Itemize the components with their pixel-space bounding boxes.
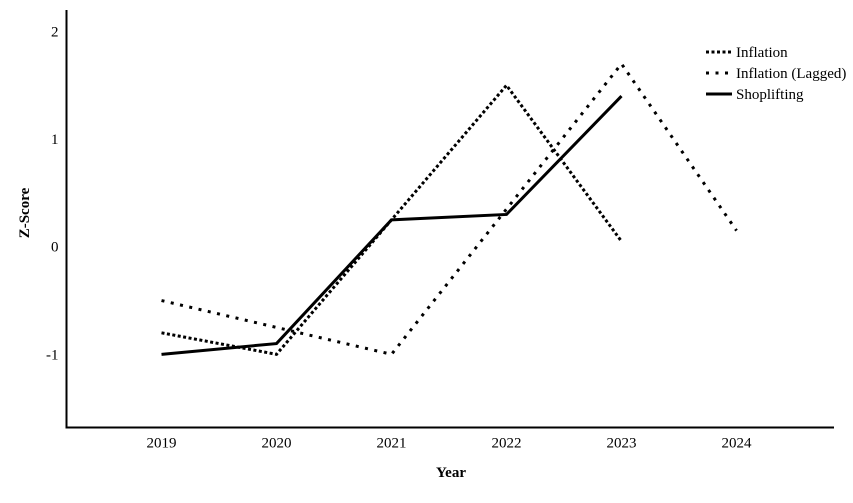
chart-plot-area: -1 0 1 2 2019 2020 2021 2022 2023 2024 Inflation In… [46, 10, 846, 452]
legend-label: Shoplifting [736, 87, 804, 103]
x-axis-title: Year [436, 465, 466, 481]
legend-label: Inflation (Lagged) [736, 66, 846, 82]
x-tick-label: 2023 [607, 436, 637, 452]
x-tick-label: 2024 [722, 436, 753, 452]
legend-label: Inflation [736, 45, 788, 61]
y-tick-label: -1 [46, 347, 59, 363]
y-tick-label: 0 [51, 240, 59, 256]
x-tick-label: 2021 [377, 436, 407, 452]
series-line-sparse-dotted [161, 61, 738, 357]
y-tick-label: 1 [51, 132, 59, 148]
y-tick-label: 2 [51, 25, 59, 41]
y-axis-title: Z-Score [17, 187, 33, 238]
x-tick-label: 2020 [262, 436, 292, 452]
x-tick-label: 2022 [492, 436, 522, 452]
series-line-solid [161, 95, 623, 356]
x-tick-label: 2019 [147, 436, 177, 452]
